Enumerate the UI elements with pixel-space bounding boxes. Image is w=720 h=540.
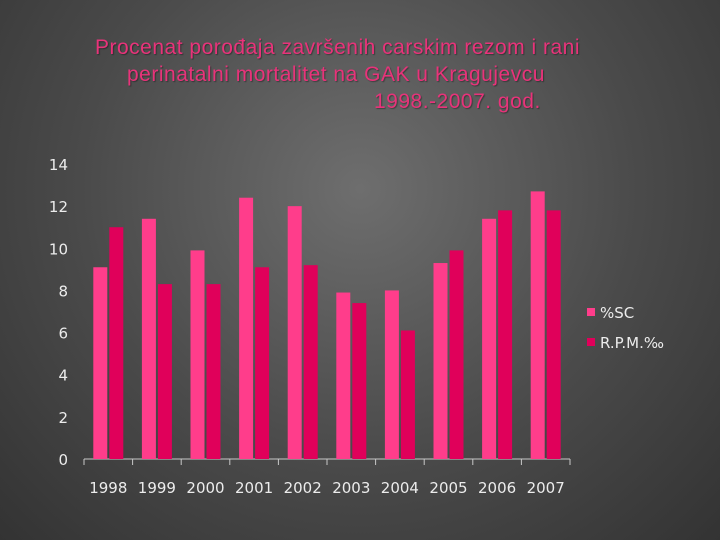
legend-label: %SC [600,304,634,322]
y-tick-label: 0 [58,451,68,469]
x-tick-label: 2006 [478,479,516,497]
bar-sc [384,290,399,459]
x-tick-label: 2000 [186,479,224,497]
bar-sc [482,218,497,459]
x-tick-label: 2007 [527,479,565,497]
title-line-2: perinatalni mortalitet na GAK u Kragujev… [127,63,545,86]
y-tick-label: 8 [58,282,68,300]
legend-swatch [587,338,595,346]
x-tick-label: 2005 [429,479,467,497]
bar-rpm [303,265,318,459]
bar-rpm [546,210,561,459]
bar-rpm [255,267,270,459]
bar-sc [336,292,351,459]
y-tick-label: 2 [58,409,68,427]
title-line-1: Procenat porođaja završenih carskim rezo… [95,36,581,59]
legend-label: R.P.M.‰ [600,334,664,352]
x-tick-label: 2001 [235,479,273,497]
legend-swatch [587,308,595,316]
bar-sc [190,250,205,459]
bar-rpm [352,303,367,459]
bar-sc [433,263,448,459]
bar-sc [141,218,156,459]
y-tick-label: 10 [49,240,68,258]
bar-sc [239,197,254,459]
x-tick-label: 1999 [138,479,176,497]
bar-sc [93,267,108,459]
bar-rpm [400,330,415,459]
y-tick-label: 4 [58,367,68,385]
x-tick-label: 2004 [381,479,419,497]
title-line-3: 1998.-2007. god. [374,90,541,113]
x-tick-label: 2003 [332,479,370,497]
x-tick-label: 1998 [89,479,127,497]
bar-rpm [206,284,221,459]
y-tick-label: 12 [49,198,68,216]
bar-sc [287,206,302,459]
y-tick-label: 14 [49,156,68,174]
slide-title: Procenat porođaja završenih carskim rezo… [60,34,700,115]
y-tick-label: 6 [58,325,68,343]
bar-rpm [498,210,513,459]
bar-rpm [109,227,124,459]
bar-rpm [449,250,464,459]
bar-rpm [157,284,172,459]
x-tick-label: 2002 [284,479,322,497]
bar-sc [530,191,545,459]
